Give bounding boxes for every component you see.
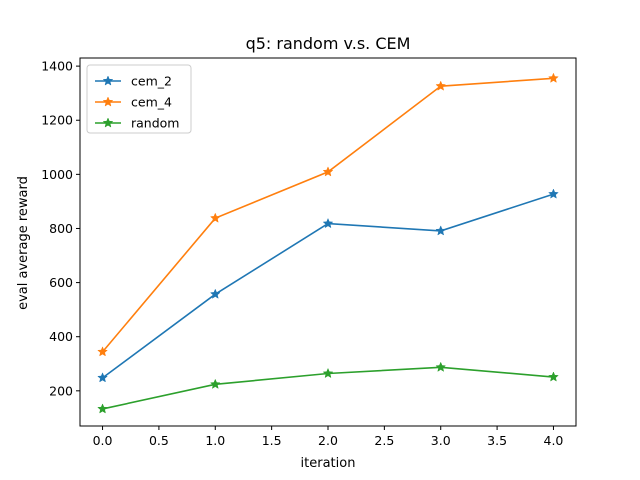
x-tick-label: 2.5 xyxy=(374,433,394,448)
data-point-cem_2 xyxy=(322,217,334,229)
x-tick-label: 2.0 xyxy=(318,433,338,448)
x-tick-label: 0.5 xyxy=(149,433,169,448)
legend-marker-random xyxy=(102,117,114,128)
data-point-random xyxy=(97,403,108,414)
legend-label-cem_4: cem_4 xyxy=(131,95,172,110)
data-point-cem_2 xyxy=(209,288,221,299)
legend-label-random: random xyxy=(131,116,179,131)
data-point-cem_2 xyxy=(97,372,108,383)
data-point-cem_2 xyxy=(435,225,447,236)
legend-marker-cem_2 xyxy=(102,75,114,86)
x-tick-label: 1.0 xyxy=(205,433,225,448)
data-point-cem_4 xyxy=(435,80,447,91)
legend-box xyxy=(86,64,192,134)
y-tick-label: 600 xyxy=(49,275,73,290)
x-tick-label: 3.0 xyxy=(431,433,451,448)
data-point-cem_4 xyxy=(322,166,334,177)
y-tick-label: 800 xyxy=(49,221,73,236)
x-axis-label: iteration xyxy=(301,456,356,471)
data-point-cem_4 xyxy=(209,212,221,223)
legend-label-cem_2: cem_2 xyxy=(131,74,172,89)
x-tick-label: 4.0 xyxy=(544,433,564,448)
y-tick-label: 1000 xyxy=(41,167,73,182)
y-tick-label: 400 xyxy=(49,329,73,344)
legend-marker-cem_4 xyxy=(102,96,114,107)
plot-area: 0.0 0.5 1.0 1.5 2.0 2.5 3.0 3.5 4.0 200 400 600 800 1… xyxy=(41,57,577,448)
data-point-random xyxy=(209,378,221,389)
y-tick-label: 1400 xyxy=(41,59,73,74)
data-point-random xyxy=(435,361,447,372)
y-tick-label: 1200 xyxy=(41,113,73,128)
chart-title: q5: random v.s. CEM xyxy=(246,34,411,53)
x-tick-label: 3.5 xyxy=(487,433,507,448)
data-point-random xyxy=(548,371,559,382)
y-axis-label: eval average reward xyxy=(16,176,31,310)
data-point-random xyxy=(322,367,334,379)
y-tick-label: 200 xyxy=(49,383,73,398)
data-point-cem_4 xyxy=(548,72,559,83)
x-tick-label: 1.5 xyxy=(262,433,282,448)
data-point-cem_2 xyxy=(548,188,559,199)
data-point-cem_4 xyxy=(97,346,108,357)
x-tick-label: 0.0 xyxy=(93,433,113,448)
